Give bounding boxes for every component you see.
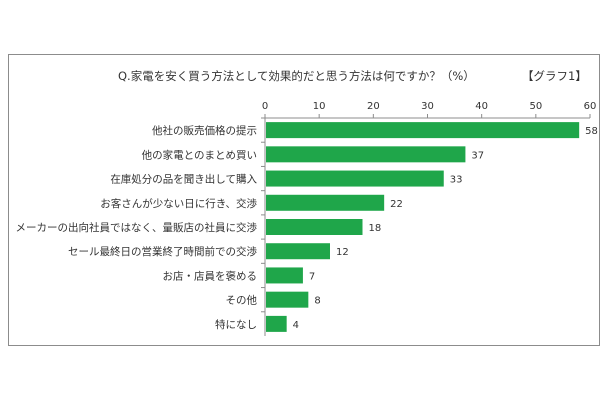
data-label: 58 [585, 126, 598, 137]
bar [266, 170, 444, 187]
category-label: その他 [226, 294, 258, 307]
bar [266, 194, 385, 211]
category-label: 他の家電とのまとめ買い [142, 148, 257, 161]
bar [266, 315, 287, 332]
bar [266, 291, 309, 308]
bar [266, 243, 330, 260]
chart-title: Q.家電を安く買う方法として効果的だと思う方法は何ですか？（%） [118, 69, 475, 83]
category-label: メーカーの出向社員ではなく、量販店の社員に交渉 [16, 221, 258, 234]
category-label: 特になし [215, 319, 257, 331]
category-label: お店・店員を褒める [163, 269, 258, 282]
data-label: 18 [369, 223, 382, 234]
x-tick-label: 30 [421, 101, 434, 112]
category-label: お客さんが少ない日に行き、交渉 [100, 197, 257, 210]
x-tick-label: 0 [262, 101, 268, 112]
bar [266, 267, 303, 284]
bar [266, 122, 580, 139]
bar [266, 146, 466, 163]
x-tick-label: 40 [475, 101, 488, 112]
x-tick-label: 60 [584, 101, 597, 112]
category-label: 在庫処分の品を聞き出して購入 [110, 173, 257, 186]
category-label: セール最終日の営業終了時間前での交渉 [68, 245, 257, 258]
chart-tag: 【グラフ1】 [522, 69, 587, 83]
data-label: 4 [293, 320, 299, 331]
x-tick-label: 50 [529, 101, 542, 112]
data-label: 12 [336, 247, 349, 258]
data-label: 7 [309, 271, 315, 282]
category-label: 他社の販売価格の提示 [152, 124, 257, 137]
data-label: 22 [390, 199, 403, 210]
data-label: 33 [450, 175, 463, 186]
bar [266, 219, 363, 235]
data-label: 37 [471, 150, 484, 161]
x-tick-label: 10 [313, 101, 326, 112]
data-label: 8 [314, 296, 320, 307]
x-tick-label: 20 [367, 101, 380, 112]
